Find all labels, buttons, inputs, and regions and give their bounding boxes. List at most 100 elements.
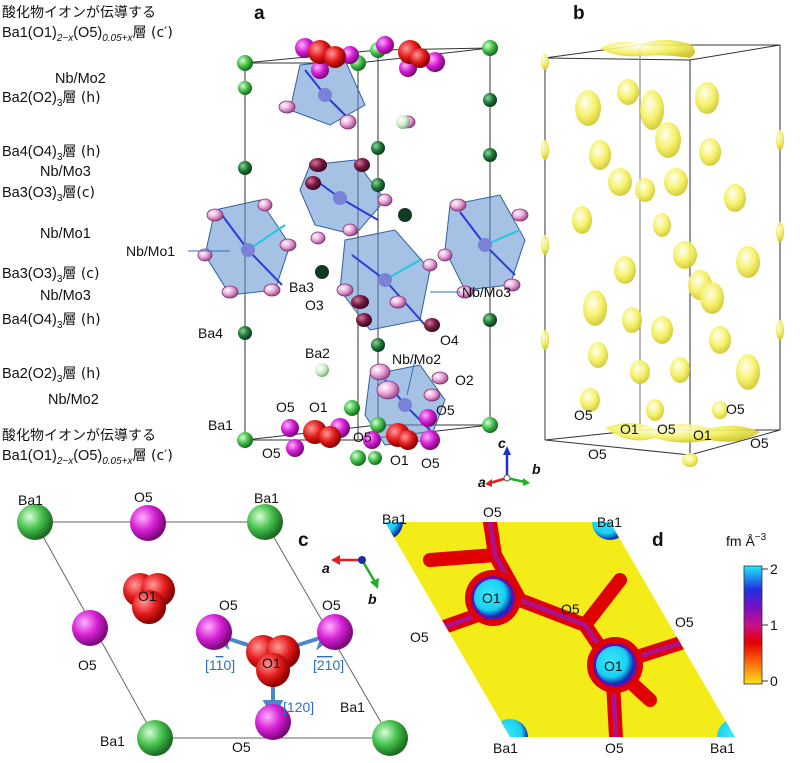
colorbar-unit: fm Å−3 <box>726 532 767 549</box>
label-o5: O5 <box>421 455 440 471</box>
density-blob <box>617 79 639 105</box>
label-o2: O2 <box>455 372 474 388</box>
atom-o5 <box>130 505 166 541</box>
atom-o5 <box>72 610 108 646</box>
atom-o2 <box>376 380 400 400</box>
panel-d-density-map: Ba1 O5 Ba1 O1 O5 O5 O5 O1 Ba1 O5 Ba1 <box>382 504 735 756</box>
label-o5: O5 <box>561 601 580 617</box>
atom-o3 <box>437 248 453 262</box>
atom-o3 <box>221 285 239 299</box>
layer-label-ba3-top: Ba3(O3)3層(c) <box>2 185 95 204</box>
label-ba1: Ba1 <box>208 417 233 433</box>
label-ba1: Ba1 <box>100 733 125 749</box>
label-o5: O5 <box>675 614 694 630</box>
atom-o4 <box>354 158 370 172</box>
axis-b-label: b <box>532 461 541 477</box>
axis-triad-c: a b <box>322 555 379 607</box>
label-o5: O5 <box>276 399 295 415</box>
density-blob <box>736 246 760 278</box>
density-blob <box>541 140 549 160</box>
atom-ba4 <box>371 178 385 192</box>
colorbar-tick: 2 <box>770 561 778 577</box>
axis-triad-a: c a b <box>478 435 541 490</box>
atom-ba2 <box>396 115 410 129</box>
density-blob <box>605 423 760 443</box>
density-blob <box>776 222 784 242</box>
density-blob <box>608 168 632 196</box>
atom-ba <box>483 93 497 107</box>
panel-label-c: c <box>298 530 309 551</box>
atom-nbmo1-left <box>241 243 255 257</box>
atom-o2 <box>369 363 391 381</box>
density-background <box>385 522 735 737</box>
atom-o3 <box>511 208 529 222</box>
density-blob <box>589 140 611 170</box>
density-blob <box>653 213 671 237</box>
layer-label-nbmo1: Nb/Mo1 <box>40 226 91 242</box>
label-nbmo2: Nb/Mo2 <box>392 351 441 367</box>
density-blob <box>630 360 650 384</box>
atom-o2 <box>423 388 441 402</box>
density-blob <box>655 122 681 158</box>
density-blob <box>695 82 719 114</box>
label-direction-2-10: [210] <box>313 657 344 673</box>
layer-label-ba2-top: Ba2(O2)3層 (h) <box>2 90 101 109</box>
panel-c-topview: Ba1 O5 Ba1 O1 O5 O5 O5 O1 [110] [210] [1… <box>17 489 408 756</box>
density-blob <box>736 354 760 390</box>
atom-ba4 <box>483 313 497 327</box>
density-blob <box>640 90 664 130</box>
density-blob <box>776 130 784 150</box>
label-ba1: Ba1 <box>382 511 407 527</box>
atom-o3 <box>257 198 273 212</box>
density-blob <box>614 256 636 284</box>
density-blob <box>699 138 721 166</box>
atom-o5 <box>281 419 299 437</box>
atom-ba4 <box>483 148 497 162</box>
label-nbmo1: Nb/Mo1 <box>126 243 175 259</box>
atom-o4 <box>424 318 440 332</box>
atom-o5 <box>196 614 232 650</box>
label-o5: O5 <box>483 504 502 520</box>
atom-o5 <box>286 439 304 457</box>
atom-nbmo2-top <box>318 88 332 102</box>
label-o5: O5 <box>750 435 769 451</box>
layer-label-nbmo2-bot: Nb/Mo2 <box>48 392 99 408</box>
density-center-o1 <box>474 579 512 617</box>
atom-ba1 <box>237 55 253 71</box>
axis-a-label: a <box>478 474 486 490</box>
atom-o3 <box>310 231 326 245</box>
density-blob <box>664 168 688 196</box>
atom-o1 <box>319 426 341 448</box>
density-blob <box>709 326 731 354</box>
label-ba1: Ba1 <box>597 514 622 530</box>
oxygen-pink-atoms <box>197 100 529 402</box>
label-ba1: Ba1 <box>340 699 365 715</box>
atom-o5 <box>311 61 329 79</box>
label-o1: O1 <box>262 655 281 671</box>
layer-label-ba4-top: Ba4(O4)3層 (h) <box>2 144 101 163</box>
layer-label-ba2-bot: Ba2(O2)3層 (h) <box>2 366 101 385</box>
colorbar-tick: 0 <box>770 673 778 689</box>
atom-nbmo3-top <box>333 191 347 205</box>
atom-o5 <box>425 52 445 72</box>
atom-o3 <box>206 208 224 222</box>
layer-label-top-line1: 酸化物イオンが伝導する <box>2 5 156 21</box>
atom-o1-cluster-center <box>246 635 300 687</box>
label-o5: O5 <box>219 597 238 613</box>
label-ba1: Ba1 <box>18 492 43 508</box>
atom-o5 <box>317 614 353 650</box>
density-blob <box>635 178 655 202</box>
atom-ba4 <box>371 338 385 352</box>
label-direction-120: [120] <box>283 699 314 715</box>
label-o5: O5 <box>322 597 341 613</box>
layer-label-ba4-bot: Ba4(O4)3層 (h) <box>2 312 101 331</box>
atom-ba1 <box>370 417 386 433</box>
label-o5: O5 <box>588 446 607 462</box>
label-o5: O5 <box>726 401 745 417</box>
label-o5: O5 <box>78 657 97 673</box>
layer-label-nbmo2-top: Nb/Mo2 <box>55 71 106 87</box>
colorbar-gradient <box>743 565 763 685</box>
density-corner-ba1 <box>717 719 735 737</box>
atom-ba1 <box>350 450 366 466</box>
panel-label-b: b <box>573 3 585 24</box>
